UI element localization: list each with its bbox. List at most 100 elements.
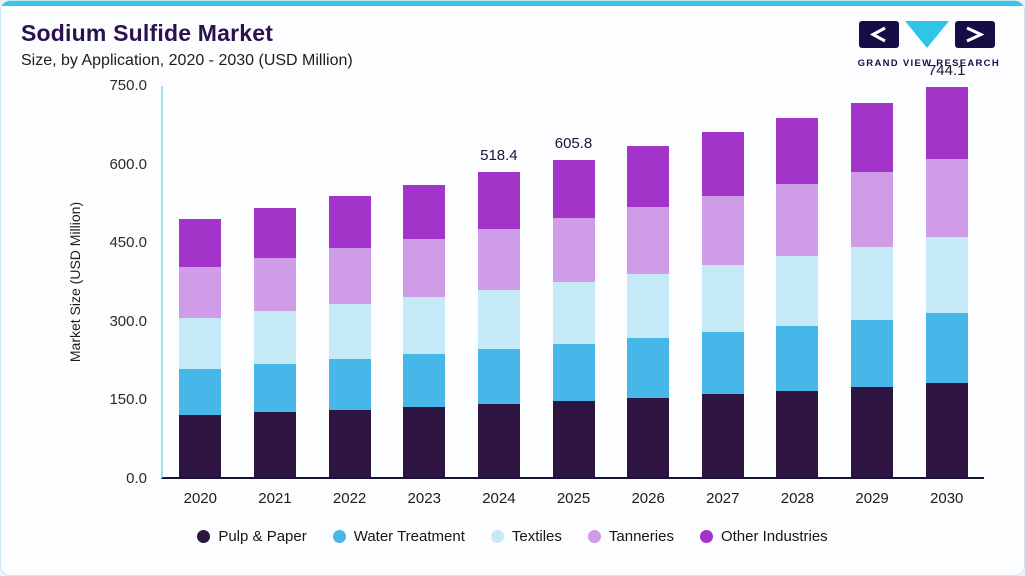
bar-segment-tanneries [851, 172, 894, 247]
legend-swatch [197, 530, 211, 543]
bar-group-2028: 2028 [760, 86, 835, 507]
bar-segment-tanneries [403, 238, 446, 298]
legend-item-pulp-paper: Pulp & Paper [197, 528, 307, 545]
legend-swatch [699, 530, 713, 543]
stacked-bar [253, 207, 296, 477]
bar-segment-pulp-paper [477, 403, 520, 477]
bar-segment-other-industries [627, 146, 670, 208]
y-tick-label: 300.0 [109, 312, 147, 330]
title-block: Sodium Sulfide Market Size, by Applicati… [21, 20, 353, 70]
bar-segment-other-industries [925, 87, 968, 160]
chart-header: Sodium Sulfide Market Size, by Applicati… [1, 6, 1024, 70]
bar-group-2027: 2027 [685, 86, 760, 507]
x-tick-label: 2028 [780, 490, 815, 507]
bar-group-2025: 605.8 2025 [536, 86, 611, 507]
bar-segment-water-treatment [477, 349, 520, 404]
bar-group-2026: 2026 [611, 86, 686, 507]
legend-item-other-industries: Other Industries [699, 528, 828, 545]
legend-label: Textiles [511, 528, 562, 545]
bar-segment-other-industries [477, 172, 520, 229]
y-tick-label: 450.0 [109, 234, 147, 252]
bar-group-2029: 2029 [835, 86, 910, 507]
bar-segment-tanneries [925, 159, 968, 238]
bar-segment-water-treatment [776, 326, 819, 391]
legend-swatch [490, 530, 504, 543]
brand-logo: GRAND VIEW RESEARCH [858, 20, 1000, 69]
x-tick-label: 2020 [183, 490, 217, 507]
x-tick-label: 2021 [258, 490, 292, 507]
bar-segment-other-industries [552, 159, 595, 219]
x-tick-label: 2029 [855, 490, 889, 507]
bar-segment-other-industries [776, 117, 819, 185]
x-tick-label: 2022 [332, 490, 367, 507]
y-tick-label: 0.0 [126, 470, 147, 487]
bar-segment-textiles [851, 246, 894, 320]
bar-segment-water-treatment [925, 313, 968, 384]
bar-segment-textiles [925, 237, 968, 314]
bar-segment-textiles [403, 297, 446, 355]
bar-segment-water-treatment [328, 359, 371, 410]
bar-group-2022: 2022 [312, 86, 387, 507]
legend-label: Water Treatment [353, 528, 465, 545]
bar-segment-tanneries [627, 207, 670, 274]
chart-subtitle: Size, by Application, 2020 - 2030 (USD M… [21, 52, 353, 69]
stacked-bar [776, 117, 819, 477]
stacked-bar [328, 196, 371, 477]
bar-segment-water-treatment [552, 343, 595, 401]
bar-segment-water-treatment [253, 363, 296, 413]
bar-segment-textiles [179, 318, 222, 369]
bar-segment-other-industries [179, 218, 222, 267]
stacked-bar [179, 218, 222, 477]
legend-swatch [587, 530, 601, 543]
stacked-bar [403, 184, 446, 477]
bar-segment-tanneries [477, 228, 520, 290]
stacked-bar [925, 87, 968, 477]
stacked-bar-chart: Market Size (USD Million) 2020 2021 2022 20… [1, 62, 1024, 516]
bar-segment-other-industries [328, 196, 371, 249]
y-tick-label: 150.0 [109, 391, 147, 409]
bar-group-2030: 744.1 2030 [909, 62, 984, 507]
stacked-bar [851, 102, 894, 477]
bar-segment-pulp-paper [925, 383, 968, 477]
bar-segment-pulp-paper [776, 390, 819, 477]
x-tick-label: 2026 [631, 490, 665, 507]
bar-group-2021: 2021 [238, 86, 313, 507]
bar-segment-water-treatment [851, 319, 894, 388]
legend-item-tanneries: Tanneries [587, 528, 674, 545]
legend-label: Tanneries [608, 528, 674, 545]
bar-segment-pulp-paper [701, 394, 744, 477]
bar-segment-textiles [701, 265, 744, 333]
bar-segment-textiles [328, 304, 371, 360]
stacked-bar [701, 132, 744, 477]
x-tick-label: 2030 [930, 490, 964, 507]
bar-segment-textiles [776, 256, 819, 327]
x-tick-label: 2023 [407, 490, 441, 507]
stacked-bar [477, 172, 520, 477]
brand-logo-icon [858, 21, 995, 48]
bar-value-label: 744.1 [927, 62, 966, 80]
bar-value-label: 518.4 [480, 147, 518, 165]
bar-segment-pulp-paper [552, 400, 595, 477]
bar-segment-pulp-paper [851, 387, 894, 477]
bar-segment-water-treatment [701, 332, 744, 395]
bar-segment-other-industries [253, 207, 296, 258]
page-title: Sodium Sulfide Market [21, 20, 274, 46]
bar-segment-tanneries [552, 218, 595, 282]
chart-legend: Pulp & Paper Water Treatment Textiles Tanne… [1, 528, 1024, 545]
bar-segment-tanneries [253, 257, 296, 312]
stacked-bar [552, 159, 595, 477]
x-tick-label: 2025 [556, 490, 591, 507]
bar-segment-other-industries [403, 184, 446, 239]
bar-segment-textiles [253, 311, 296, 364]
bar-segment-tanneries [179, 266, 222, 319]
bar-segment-other-industries [851, 102, 894, 173]
brand-name: GRAND VIEW RESEARCH [857, 58, 1000, 69]
bar-segment-pulp-paper [328, 409, 371, 477]
x-tick-label: 2027 [706, 490, 740, 507]
bar-segment-tanneries [328, 248, 371, 305]
stacked-bar [627, 146, 670, 477]
bar-segment-textiles [627, 273, 670, 339]
top-accent-bar [1, 1, 1024, 6]
bar-segment-pulp-paper [403, 406, 446, 477]
